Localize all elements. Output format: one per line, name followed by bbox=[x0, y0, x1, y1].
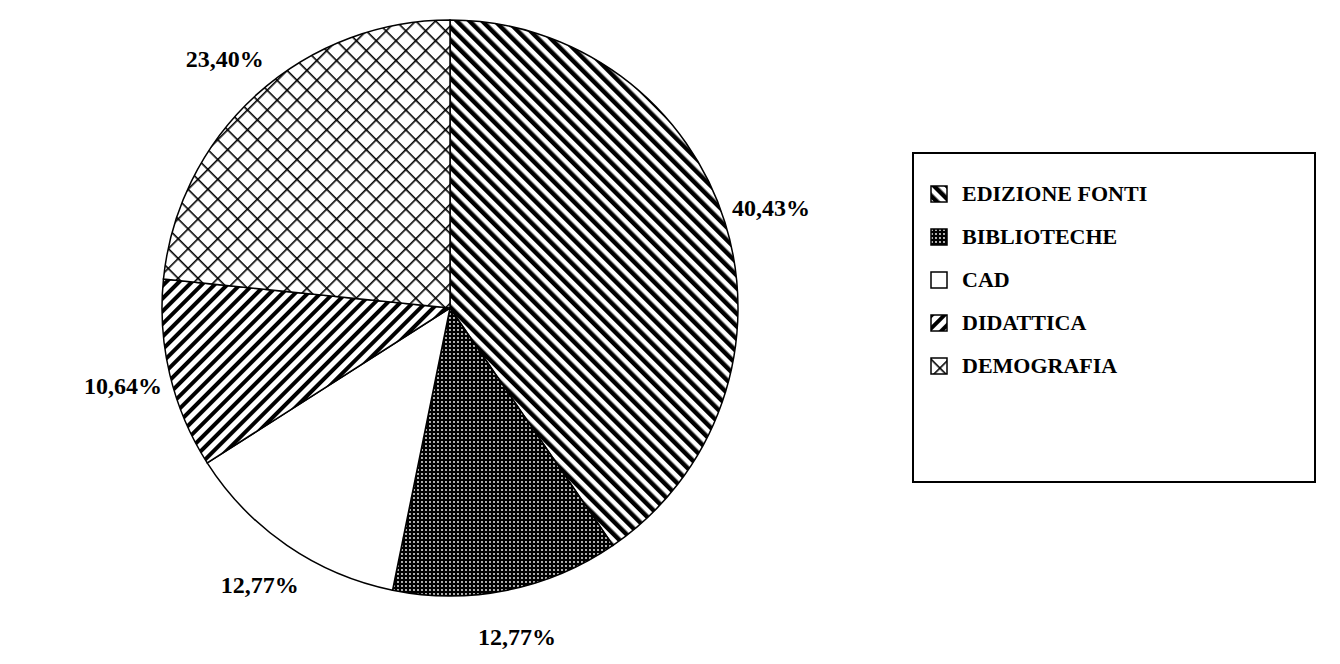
html-text:DIDATTICA: DIDATTICA bbox=[962, 309, 1087, 335]
svg-text:40,43%: 40,43% bbox=[732, 195, 810, 221]
html-text:BIBLIOTECHE: BIBLIOTECHE bbox=[962, 223, 1118, 249]
html-text:CAD: CAD bbox=[962, 266, 1010, 292]
html-text:DEMOGRAFIA: DEMOGRAFIA bbox=[962, 352, 1118, 378]
svg-text:10,64%: 10,64% bbox=[84, 373, 162, 399]
svg-text:23,40%: 23,40% bbox=[186, 46, 264, 72]
svg-text:12,77%: 12,77% bbox=[221, 572, 299, 598]
html-text:EDIZIONE FONTI: EDIZIONE FONTI bbox=[962, 180, 1148, 206]
svg-text:12,77%: 12,77% bbox=[478, 624, 556, 650]
